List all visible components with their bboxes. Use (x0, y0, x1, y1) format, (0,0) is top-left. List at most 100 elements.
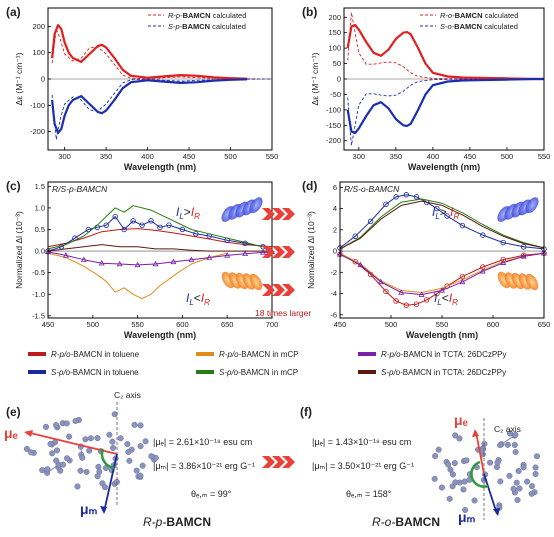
caption-f-main: BAMCN (395, 515, 440, 529)
atom (497, 478, 504, 485)
atom (137, 443, 144, 450)
atom (77, 467, 84, 474)
helix-left-icon-d (497, 197, 539, 222)
y-tick-label-b: -200 (326, 136, 341, 145)
atom (96, 468, 103, 475)
series-line-d-4 (339, 252, 545, 296)
molecule-f (431, 430, 540, 514)
atom (133, 467, 140, 474)
chevron-arrows (262, 208, 295, 296)
helix-turn (525, 197, 539, 214)
series-point-d-1 (367, 218, 374, 225)
legend-suffix: calculated (210, 22, 246, 31)
atom (94, 435, 101, 442)
atom (74, 483, 81, 490)
mu-e-arrow-f (475, 431, 485, 475)
c2-axis-label-e: C₂ axis (114, 390, 141, 400)
series-line-c-4 (47, 251, 273, 266)
atom (124, 441, 131, 448)
series-point-d-4 (479, 268, 486, 274)
chevron-icon (262, 456, 275, 468)
atom (510, 485, 517, 492)
annotation-bottom-d: IL<IR (434, 291, 458, 307)
chevron-icon (262, 246, 275, 258)
series-line-b-1 (347, 78, 544, 146)
x-tick-label-b: 450 (464, 152, 477, 161)
atom (142, 438, 149, 445)
atom (53, 457, 60, 464)
legend-prefix: R-p/o- (381, 350, 404, 359)
series-point-d-1 (403, 192, 409, 198)
atom (137, 422, 144, 429)
x-tick-label-b: 550 (538, 152, 551, 161)
x-tick-label-b: 500 (501, 152, 514, 161)
atom (111, 411, 118, 418)
series-point-c-4 (224, 252, 231, 258)
legend-main: BAMCN (183, 11, 211, 20)
atom (63, 455, 70, 462)
chevron-group-2 (262, 246, 295, 258)
chart-title-d: R/S-o-BAMCN (344, 184, 400, 194)
series-line-a-2 (51, 24, 248, 80)
chevron-icon (272, 246, 285, 258)
legend-entry-b: S-o-BAMCN calculated (440, 22, 518, 31)
annotation-top-c-sr: R (194, 212, 200, 221)
legend-prefix: R-p/o- (51, 350, 74, 359)
atom (452, 432, 459, 439)
x-tick-label-a: 350 (100, 152, 113, 161)
atom (148, 453, 155, 460)
y-tick-label-c: -0.5 (32, 268, 45, 277)
atom (139, 462, 146, 469)
atom (528, 490, 535, 497)
x-tick-label-a: 450 (183, 152, 196, 161)
x-axis-label-c: Wavelength (nm) (124, 330, 196, 340)
series-line-b-3 (346, 77, 544, 135)
atom (446, 495, 453, 502)
x-tick-label-d: 600 (487, 320, 500, 329)
series-point-d-0 (393, 298, 399, 304)
atom (514, 497, 521, 504)
helix-right-icon-d (497, 271, 539, 291)
legend-entry: S-p/o-BAMCN in toluene (51, 368, 139, 377)
y-tick-label-d: -6 (330, 310, 337, 319)
chevron-icon (262, 208, 275, 220)
series-point-d-4 (398, 289, 405, 295)
series-point-d-0 (413, 301, 420, 307)
legend-entry-a: S-p-BAMCN calculated (168, 22, 246, 31)
atom (533, 453, 540, 460)
series-point-c-1 (157, 224, 163, 231)
chevron-icon (282, 208, 295, 220)
annotation-top-d: IL> IR (432, 205, 459, 221)
y-tick-label-d: 2 (333, 225, 337, 234)
y-axis-label-b: Δε (M⁻¹ cm⁻¹) (310, 52, 320, 105)
chart-a: 300 350 400 450 500 550 -200 -100 0 100 200 Wavelen… (14, 7, 278, 172)
chevron-icon (272, 456, 285, 468)
mu-m-arrowhead-f (493, 508, 500, 516)
annotation-top-c-r: I (191, 205, 195, 219)
y-tick-label-c: -1.5 (32, 311, 45, 320)
legend-swatch (28, 352, 46, 356)
series-point-d-1 (480, 232, 486, 238)
series-point-d-0 (520, 252, 527, 259)
series-line-c-3 (47, 205, 273, 250)
series-point-c-4 (98, 259, 105, 266)
x-tick-label-d: 450 (334, 320, 347, 329)
series-point-c-1 (179, 226, 186, 233)
chevron-icon (272, 208, 285, 220)
atom (83, 468, 90, 475)
vectors-f (470, 418, 500, 520)
helix-turn (249, 273, 263, 291)
atom (516, 485, 523, 492)
y-tick-label-c: 0.0 (35, 247, 45, 256)
legend-swatch (28, 370, 46, 374)
annotation-bottom-c-r: I (201, 291, 205, 305)
atom (512, 449, 519, 456)
series-point-d-0 (424, 297, 430, 303)
series-point-c-1 (112, 213, 118, 220)
legend-main: BAMCN in mCP (241, 350, 298, 359)
molecule-e (23, 411, 159, 491)
y-tick-label-d: 4 (333, 204, 337, 213)
atom (43, 423, 50, 430)
mu-m-label-f: μₘ (458, 509, 476, 525)
legend-prefix: S-p/o- (219, 368, 241, 377)
